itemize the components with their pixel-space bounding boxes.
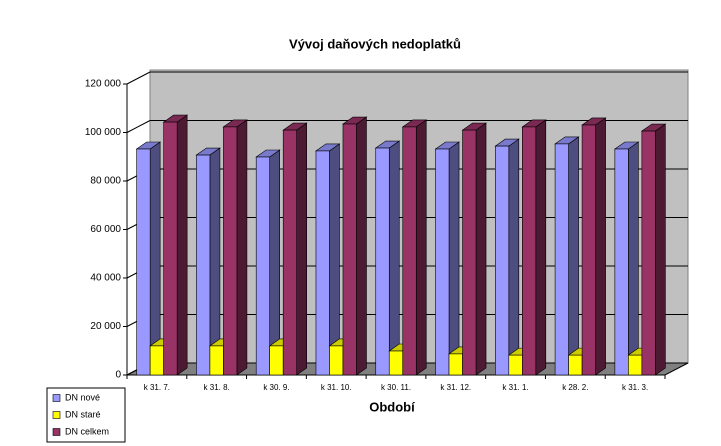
bar-front: [435, 148, 450, 376]
bar-front: [136, 148, 151, 376]
bar: [461, 122, 487, 376]
bar-side: [475, 122, 487, 376]
y-tick-label: 20 000: [90, 321, 121, 332]
bar-front: [282, 129, 297, 376]
bar: [374, 140, 401, 376]
x-tick-label: k 28. 2.: [562, 383, 588, 392]
bar-front: [163, 121, 178, 376]
legend-swatch: [52, 428, 61, 436]
bar-front: [522, 126, 537, 376]
x-tick-label: k 31. 3.: [622, 383, 648, 392]
x-axis-title: Období: [369, 399, 415, 414]
bar-side: [508, 138, 520, 376]
bar: [135, 141, 162, 376]
bar: [222, 119, 248, 376]
bar: [162, 114, 189, 376]
bar-side: [568, 136, 579, 376]
x-tick-label: k 31. 7.: [144, 383, 170, 392]
bar: [581, 117, 607, 376]
x-tick-label: k 31. 12.: [440, 383, 471, 392]
bar-front: [329, 345, 344, 376]
bar-front: [402, 126, 417, 376]
bar: [401, 119, 428, 376]
bar: [494, 138, 520, 376]
x-tick-label: k 31. 10.: [321, 383, 352, 392]
bar-front: [315, 150, 330, 376]
y-tick-label: 60 000: [90, 224, 121, 235]
bar-front: [388, 350, 404, 376]
bar-front: [568, 354, 583, 376]
x-tick-label: k 31. 8.: [204, 383, 230, 392]
bar: [554, 136, 580, 376]
bar-front: [495, 145, 510, 376]
bar-front: [462, 129, 477, 376]
legend-label: DN staré: [65, 409, 101, 419]
bar: [613, 141, 640, 376]
legend-label: DN celkem: [65, 426, 109, 436]
x-tick-label: k 31. 1.: [502, 383, 528, 392]
bar-front: [581, 124, 596, 376]
grid-line: [126, 120, 151, 133]
x-tick-label: k 30. 9.: [263, 383, 289, 392]
bar-side: [176, 114, 188, 376]
bar-side: [628, 141, 639, 376]
bar: [342, 116, 368, 376]
bar-side: [655, 123, 666, 376]
bar-front: [196, 154, 211, 376]
bar-side: [296, 122, 307, 376]
bar-front: [508, 354, 523, 376]
bar-front: [209, 345, 224, 376]
bar-front: [448, 353, 463, 376]
bar: [282, 122, 308, 376]
bar: [640, 123, 667, 376]
legend-swatch: [52, 411, 61, 419]
bar-front: [149, 345, 164, 376]
bar-side: [535, 119, 547, 376]
bar-front: [223, 126, 238, 376]
bar: [195, 147, 221, 376]
bar-front: [614, 148, 629, 376]
bar-front: [554, 143, 569, 376]
bar: [521, 119, 547, 376]
y-tick-label: 0: [115, 370, 121, 381]
chart-title: Vývoj daňových nedoplatků: [289, 36, 461, 51]
legend-swatch: [52, 394, 61, 402]
bar-front: [255, 156, 270, 376]
bar-front: [641, 130, 656, 376]
bar-front: [342, 123, 357, 376]
legend-label: DN nové: [65, 392, 100, 402]
bar-side: [388, 140, 400, 376]
bar-side: [595, 117, 606, 376]
bar-side: [356, 116, 367, 376]
bar: [255, 149, 281, 376]
y-tick-label: 80 000: [90, 176, 121, 187]
bar: [315, 143, 341, 376]
y-tick-label: 120 000: [85, 79, 122, 90]
bar-side: [448, 141, 460, 376]
bar-side: [415, 119, 427, 376]
bar: [434, 141, 460, 376]
x-tick-label: k 30. 11.: [381, 383, 411, 392]
y-tick-label: 100 000: [85, 127, 122, 138]
grid-line: [126, 71, 151, 85]
bar-front: [269, 345, 284, 376]
y-tick-label: 40 000: [90, 273, 121, 284]
bar-side: [236, 119, 248, 376]
bar-front: [375, 147, 390, 376]
bar-front: [628, 354, 643, 376]
